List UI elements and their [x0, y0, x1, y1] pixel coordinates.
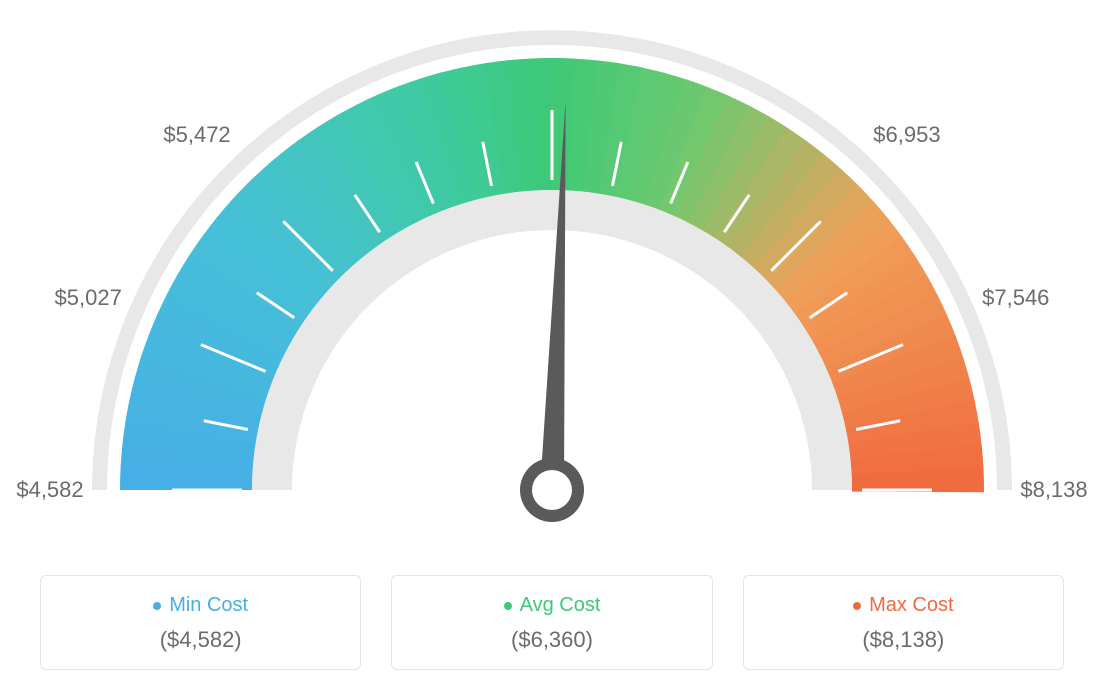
max-cost-card: Max Cost ($8,138) — [743, 575, 1064, 670]
gauge-tick-label: $6,953 — [873, 122, 940, 148]
avg-cost-label: Avg Cost — [520, 594, 601, 617]
min-cost-value: ($4,582) — [51, 627, 350, 653]
min-cost-title: Min Cost — [153, 594, 248, 617]
avg-cost-value: ($6,360) — [402, 627, 701, 653]
max-cost-label: Max Cost — [869, 594, 953, 617]
summary-cards: Min Cost ($4,582) Avg Cost ($6,360) Max … — [40, 575, 1064, 670]
chart-container: $4,582 $5,027 $5,472 $6,360 $6,953 $7,546 $8,1… — [0, 0, 1104, 690]
max-dot-icon — [853, 602, 861, 610]
gauge-tick-label: $4,582 — [16, 477, 83, 503]
gauge-tick-label: $6,360 — [518, 0, 585, 1]
max-cost-value: ($8,138) — [754, 627, 1053, 653]
gauge-tick-label: $7,546 — [982, 285, 1049, 311]
gauge-chart: $4,582 $5,027 $5,472 $6,360 $6,953 $7,546 $8,1… — [0, 0, 1104, 560]
avg-cost-title: Avg Cost — [504, 594, 601, 617]
gauge-svg — [0, 0, 1104, 560]
gauge-tick-label: $5,472 — [163, 122, 230, 148]
min-cost-card: Min Cost ($4,582) — [40, 575, 361, 670]
min-dot-icon — [153, 602, 161, 610]
min-cost-label: Min Cost — [169, 594, 248, 617]
avg-dot-icon — [504, 602, 512, 610]
avg-cost-card: Avg Cost ($6,360) — [391, 575, 712, 670]
max-cost-title: Max Cost — [853, 594, 953, 617]
gauge-tick-label: $8,138 — [1020, 477, 1087, 503]
gauge-tick-label: $5,027 — [55, 285, 122, 311]
